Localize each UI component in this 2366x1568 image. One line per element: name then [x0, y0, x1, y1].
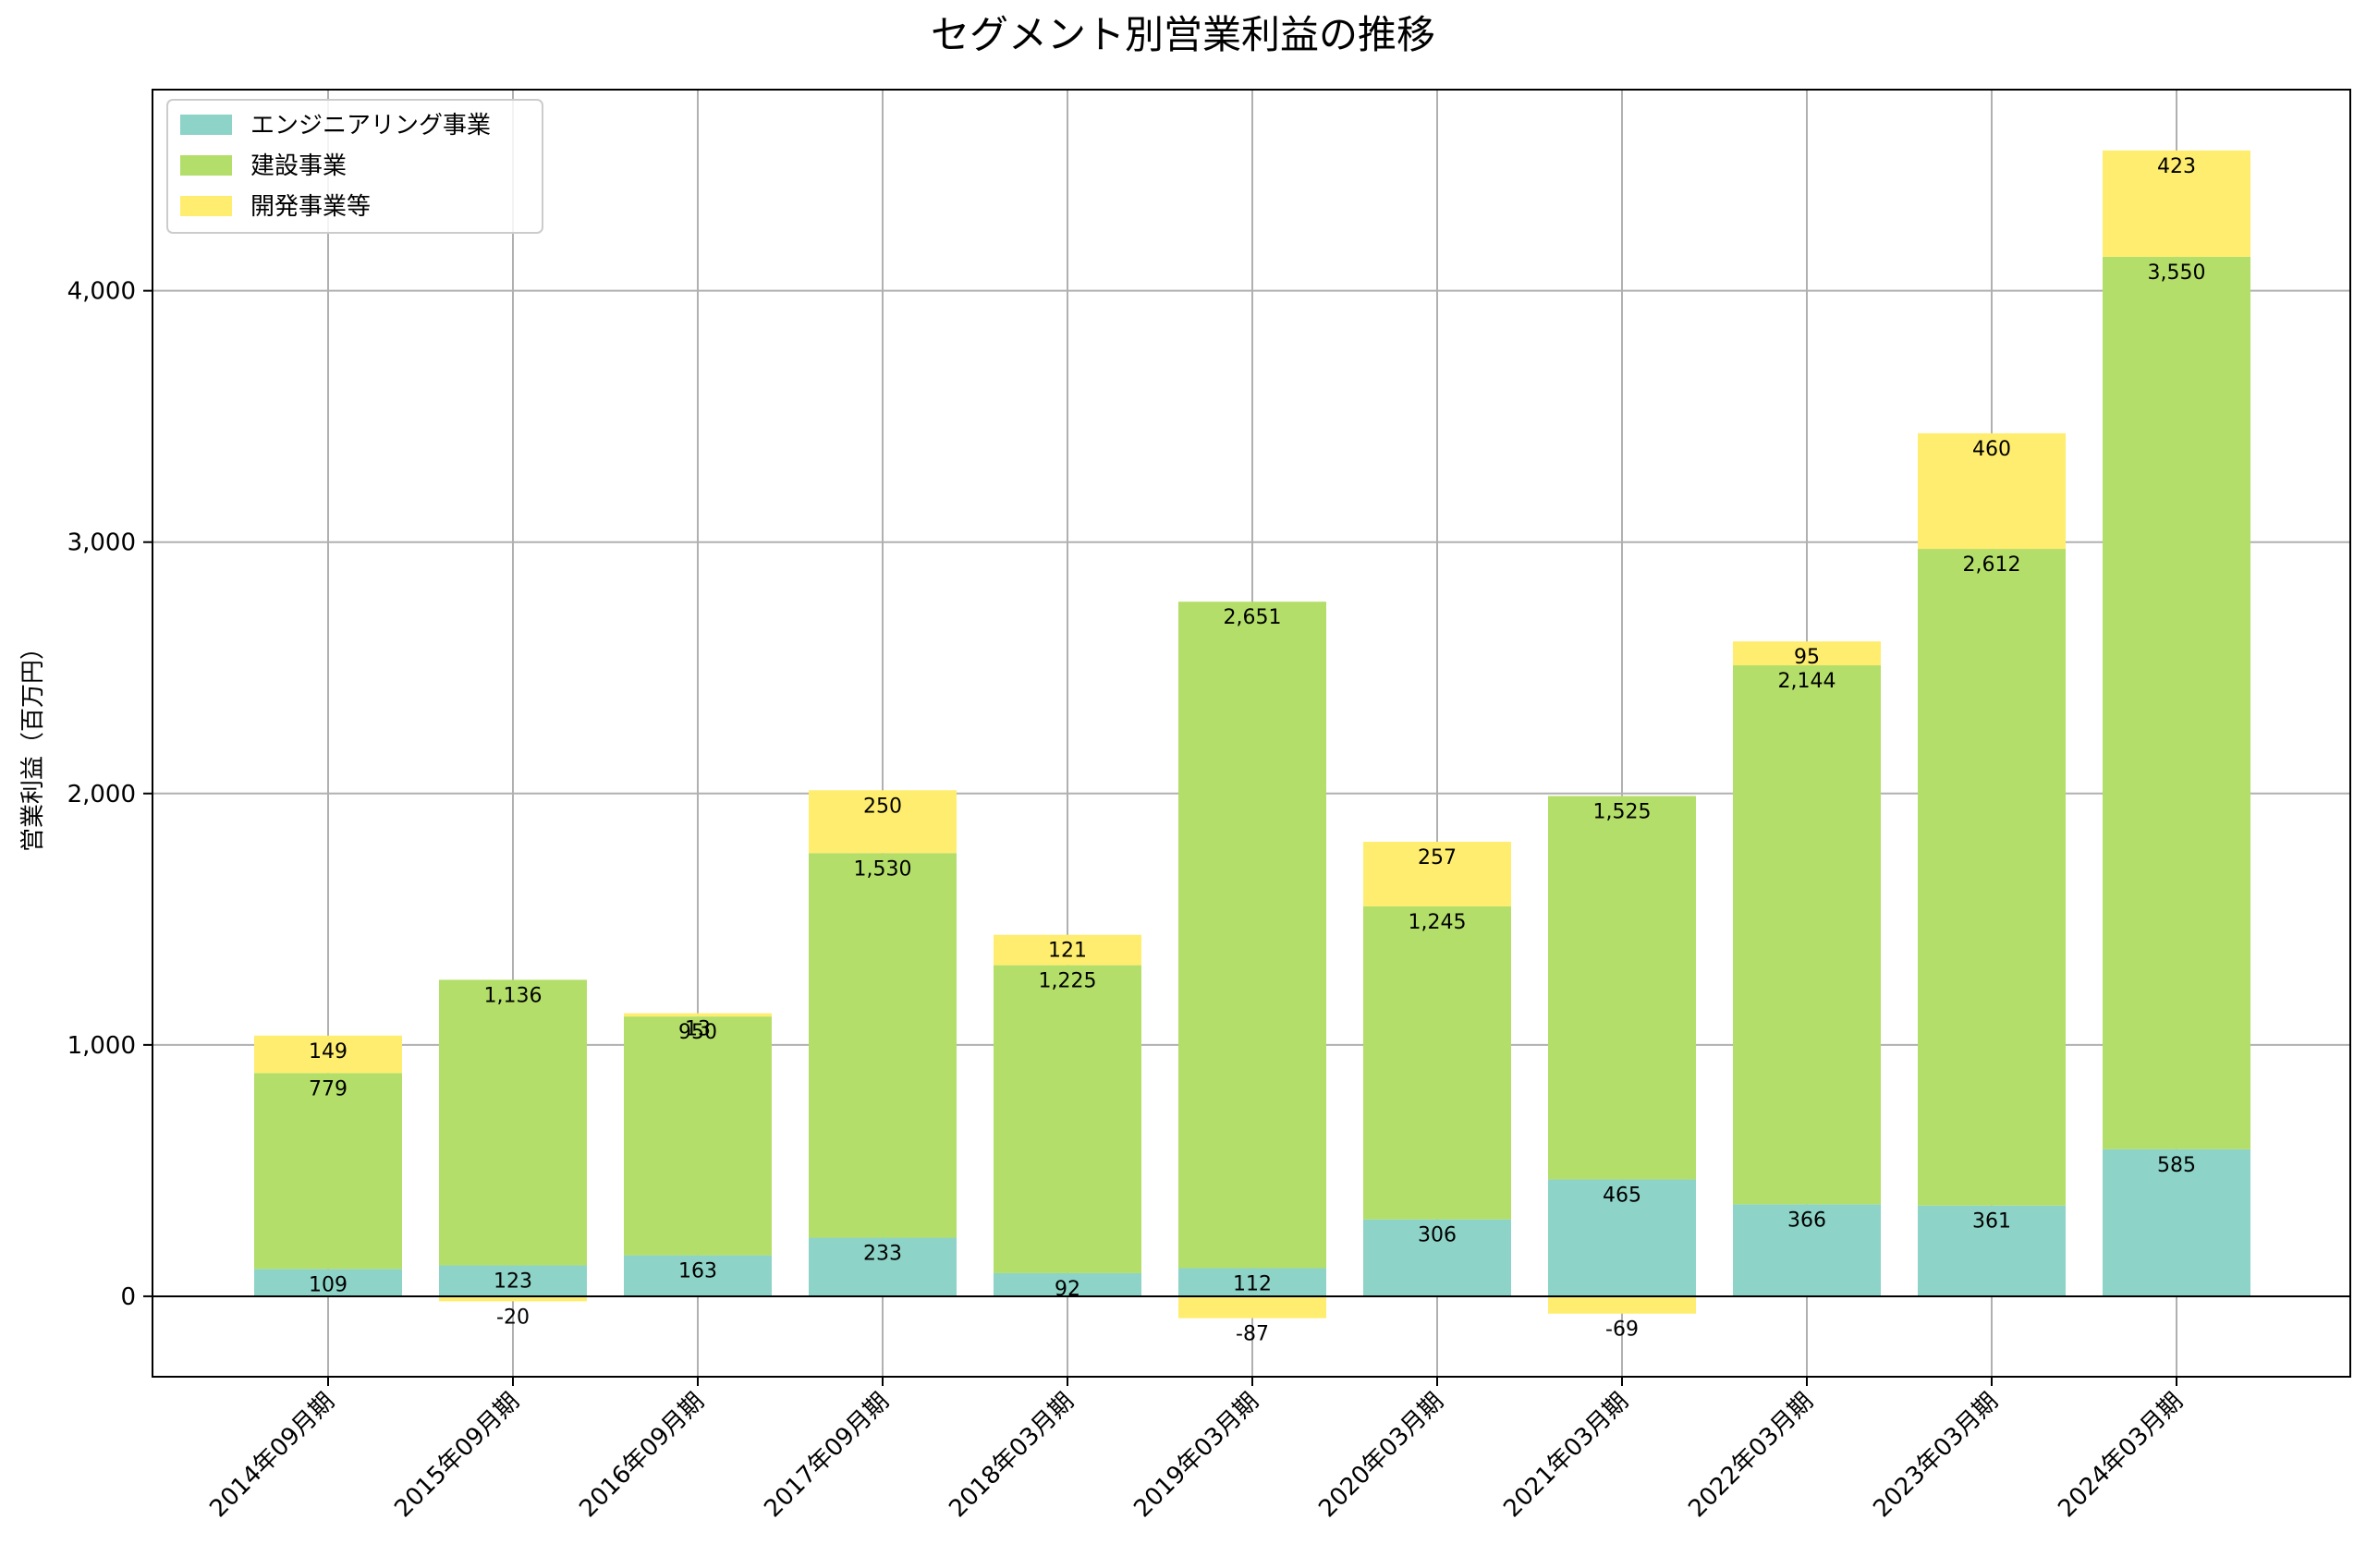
bar-value-label: 460 [1972, 438, 2011, 461]
legend-entry: エンジニアリング事業 [250, 112, 491, 140]
legend-entry: 開発事業等 [250, 193, 371, 221]
bar-value-label: 423 [2157, 155, 2196, 178]
bar-value-label: 233 [863, 1243, 902, 1266]
bar-value-label: -69 [1605, 1319, 1639, 1342]
bar-value-label: 13 [685, 1018, 711, 1041]
bar-value-label: 1,525 [1593, 801, 1652, 824]
bar-value-label: 257 [1418, 846, 1457, 869]
bar-value-label: 1,245 [1409, 911, 1467, 934]
bar-value-label: 95 [1794, 646, 1820, 669]
bar-value-label: -20 [496, 1306, 530, 1329]
bar-value-label: 112 [1233, 1272, 1272, 1295]
y-tick-label: 2,000 [67, 781, 136, 808]
bar-segment [1363, 842, 1511, 906]
bar-segment [439, 1265, 587, 1296]
bar-value-label: 366 [1787, 1209, 1826, 1232]
bar-segment [809, 790, 957, 854]
bar-segment [1548, 1179, 1696, 1296]
bar-value-label: 1,225 [1039, 970, 1097, 993]
bar-value-label: 2,651 [1224, 606, 1282, 629]
bar-value-label: 361 [1972, 1210, 2011, 1234]
y-tick-label: 4,000 [67, 278, 136, 306]
y-tick-label: 0 [120, 1283, 136, 1311]
bar-value-label: 779 [309, 1077, 348, 1100]
bar-value-label: 250 [863, 795, 902, 818]
bar-value-label: 306 [1418, 1224, 1457, 1247]
bar-segment [439, 979, 587, 1266]
bar-segment [1178, 1268, 1326, 1296]
legend-swatch [180, 115, 232, 135]
bar-segment [1918, 549, 2066, 1206]
bar-segment [1918, 1205, 2066, 1296]
bar-value-label: 123 [494, 1270, 532, 1293]
legend-swatch [180, 155, 232, 176]
chart-title: セグメント別営業利益の推移 [931, 12, 1435, 57]
bar-segment [1363, 1219, 1511, 1296]
bar-segment [624, 1255, 772, 1296]
bars [254, 150, 2250, 1319]
bar-segment [624, 1013, 772, 1017]
bar-value-label: 149 [309, 1040, 348, 1064]
bar-segment [2103, 150, 2250, 257]
bar-segment [254, 1073, 402, 1270]
bar-value-label: -87 [1236, 1323, 1269, 1346]
bar-segment [994, 965, 1141, 1273]
bar-segment [1363, 906, 1511, 1220]
bar-segment [1733, 665, 1881, 1205]
y-tick-label: 1,000 [67, 1032, 136, 1060]
bar-segment [1733, 1204, 1881, 1296]
bar-value-label: 1,530 [854, 857, 912, 881]
bar-value-label: 2,144 [1778, 670, 1836, 693]
legend-entry: 建設事業 [250, 152, 347, 180]
bar-value-label: 465 [1603, 1184, 1641, 1207]
bar-segment [809, 1237, 957, 1296]
bar-segment [1548, 796, 1696, 1180]
bar-segment [2103, 1149, 2250, 1296]
bar-segment [439, 1295, 587, 1302]
bar-segment [1733, 641, 1881, 666]
y-axis-label: 営業利益（百万円） [19, 636, 47, 852]
y-tick-label: 3,000 [67, 529, 136, 557]
bar-value-label: 2,612 [1963, 553, 2021, 577]
legend-swatch [180, 196, 232, 216]
bar-value-label: 950 [678, 1021, 717, 1044]
bar-segment [254, 1269, 402, 1296]
bar-value-label: 1,136 [484, 984, 543, 1007]
bar-value-label: 585 [2157, 1154, 2196, 1177]
bar-value-label: 109 [309, 1273, 348, 1296]
bar-segment [1178, 602, 1326, 1269]
bar-value-label: 163 [678, 1260, 717, 1283]
bar-segment [1178, 1295, 1326, 1319]
bar-segment [1918, 432, 2066, 550]
bar-segment [2103, 256, 2250, 1149]
bar-segment [254, 1035, 402, 1074]
bar-value-label: 3,550 [2148, 261, 2206, 285]
legend-box [166, 99, 543, 234]
bar-segment [994, 934, 1141, 966]
bar-value-label: 92 [1055, 1278, 1080, 1301]
bar-value-label: 121 [1048, 940, 1087, 963]
bar-segment [994, 1272, 1141, 1296]
bar-segment [624, 1016, 772, 1256]
bar-segment [1548, 1295, 1696, 1314]
bar-segment [809, 853, 957, 1238]
